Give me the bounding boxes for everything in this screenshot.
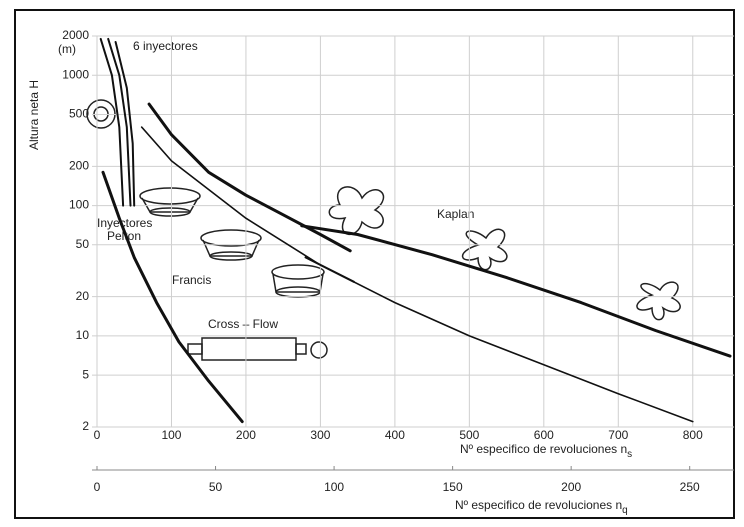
curve — [114, 41, 136, 207]
annotation: Cross – Flow — [208, 317, 278, 331]
annotation: Inyectores — [97, 216, 152, 230]
x2-label-text: Nº especifico de revoluciones — [455, 498, 612, 512]
x-tick-label: 500 — [459, 428, 479, 442]
x2-tick-label: 0 — [94, 480, 101, 494]
x-tick-label: 800 — [683, 428, 703, 442]
y-tick-label: 500 — [69, 107, 89, 121]
y-tick-label: 50 — [76, 237, 90, 251]
x-tick-label: 400 — [385, 428, 405, 442]
francis-runner — [139, 187, 201, 217]
y-unit: (m) — [58, 42, 76, 56]
x-tick-label: 0 — [94, 428, 101, 442]
x2-subscript: q — [622, 505, 628, 516]
annotation: 6 inyectores — [133, 39, 198, 53]
y-tick-label: 20 — [76, 289, 90, 303]
y-tick-label: 2 — [82, 419, 89, 433]
x2-tick-label: 250 — [680, 480, 700, 494]
x-tick-label: 200 — [236, 428, 256, 442]
x-label-text: Nº especifico de revoluciones — [460, 442, 617, 456]
x-subscript: s — [627, 449, 632, 460]
y-tick-label: 5 — [82, 367, 89, 381]
x2-symbol: n — [615, 498, 622, 512]
curve — [147, 102, 352, 253]
y-tick-label: 100 — [69, 198, 89, 212]
kaplan-runner — [461, 228, 508, 271]
x2-axis-label: Nº especifico de revoluciones nq — [455, 498, 628, 515]
annotation: Francis — [172, 273, 211, 287]
y-tick-label: 10 — [76, 328, 90, 342]
cross-flow-runner — [187, 337, 328, 361]
francis-runner — [200, 229, 262, 261]
curve — [300, 224, 732, 358]
y-tick-label: 200 — [69, 159, 89, 173]
annotation: Kaplan — [437, 207, 474, 221]
curve — [304, 256, 355, 283]
x2-tick-label: 200 — [561, 480, 581, 494]
y-tick-label: 1000 — [62, 67, 89, 81]
frame — [14, 9, 735, 519]
curve — [101, 170, 244, 424]
curve — [107, 37, 132, 207]
x-axis-label: Nº especifico de revoluciones ns — [460, 442, 632, 459]
x-tick-label: 300 — [310, 428, 330, 442]
curve — [140, 126, 694, 423]
x2-tick-label: 100 — [324, 480, 344, 494]
x-tick-label: 600 — [534, 428, 554, 442]
curve — [99, 37, 125, 207]
y-tick-label: 2000 — [62, 28, 89, 42]
x2-tick-label: 150 — [443, 480, 463, 494]
x-tick-label: 100 — [161, 428, 181, 442]
y-axis-label: Altura neta H — [27, 80, 41, 150]
x-tick-label: 700 — [608, 428, 628, 442]
annotation: Pelton — [107, 229, 141, 243]
kaplan-runner — [636, 281, 681, 321]
x2-tick-label: 50 — [209, 480, 223, 494]
kaplan-runner — [328, 186, 385, 235]
x-symbol: n — [620, 442, 627, 456]
